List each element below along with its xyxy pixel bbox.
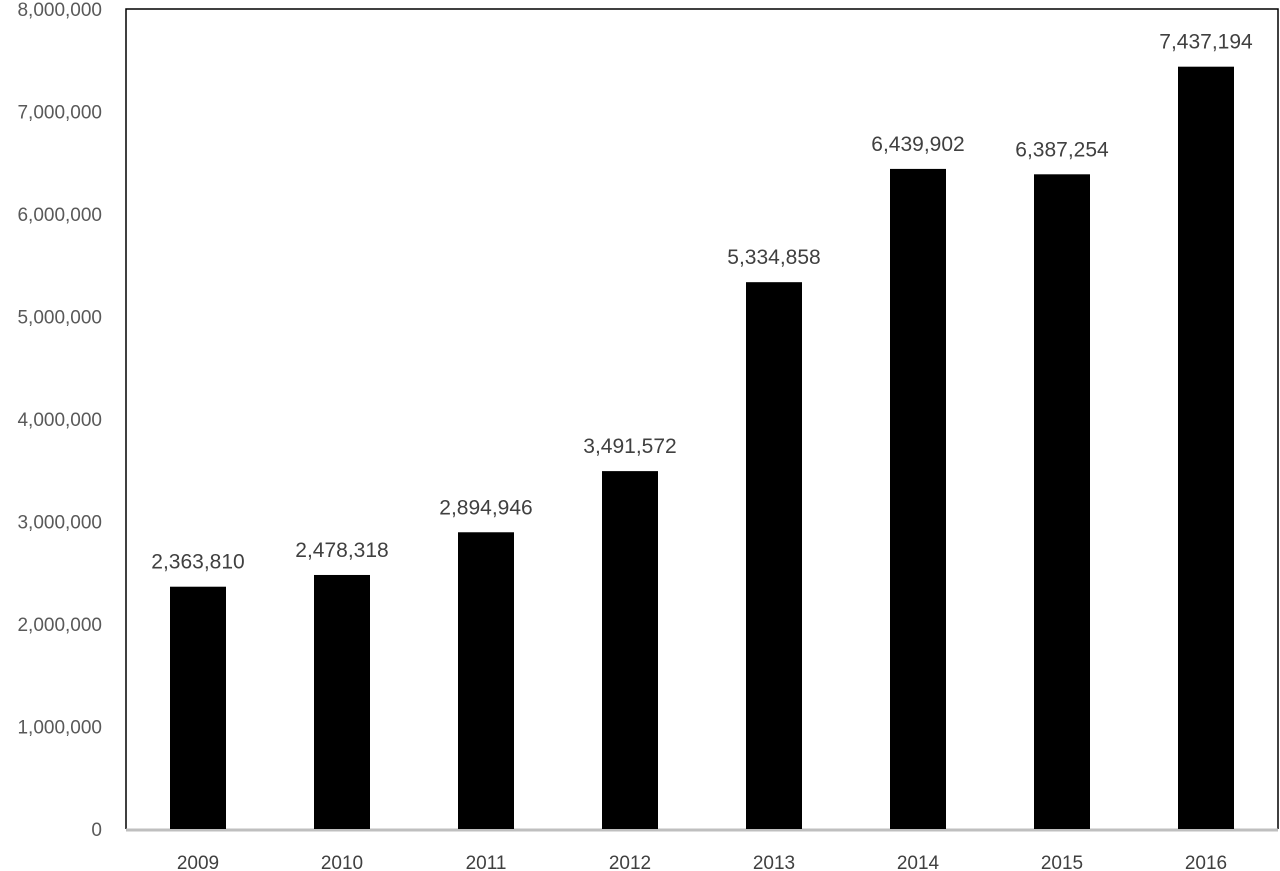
data-label-2015: 6,387,254 (1015, 138, 1109, 161)
y-tick-label: 4,000,000 (17, 410, 102, 431)
x-tick-label-2015: 2015 (1041, 853, 1083, 871)
y-tick-label: 2,000,000 (17, 615, 102, 636)
x-tick-label-2016: 2016 (1185, 853, 1227, 871)
x-tick-label-2010: 2010 (321, 853, 363, 871)
bar-2016 (1178, 66, 1234, 829)
y-tick-label: 8,000,000 (17, 0, 102, 21)
y-tick-label: 1,000,000 (17, 718, 102, 739)
bar-2009 (170, 586, 226, 829)
x-tick-label-2012: 2012 (609, 853, 651, 871)
x-tick-label-2013: 2013 (753, 853, 795, 871)
y-tick-label: 3,000,000 (17, 513, 102, 534)
bar-2010 (314, 574, 370, 829)
plot-frame (125, 8, 1279, 832)
y-tick-label: 7,000,000 (17, 103, 102, 124)
bar-2012 (602, 471, 658, 829)
bar-2015 (1034, 174, 1090, 829)
x-tick-label-2014: 2014 (897, 853, 940, 871)
data-labels: 2,363,810 2,478,318 2,894,946 3,491,572 5,33… (151, 31, 1253, 574)
data-label-2014: 6,439,902 (871, 133, 964, 156)
data-label-2010: 2,478,318 (295, 539, 388, 562)
x-axis-tick-labels: 2009 2010 2011 2012 2013 2014 2015 2016 (177, 853, 1227, 871)
data-label-2013: 5,334,858 (727, 246, 820, 269)
data-label-2011: 2,894,946 (439, 496, 532, 519)
data-label-2016: 7,437,194 (1159, 31, 1253, 54)
plot-border (125, 8, 1279, 829)
y-tick-label: 5,000,000 (17, 308, 102, 329)
bars (170, 66, 1234, 830)
data-label-2009: 2,363,810 (151, 551, 244, 574)
y-tick-label: 0 (91, 820, 102, 841)
x-tick-label-2011: 2011 (466, 853, 507, 871)
bar-2011 (458, 532, 514, 829)
bar-2014 (890, 168, 946, 830)
y-axis-tick-labels: 0 1,000,000 2,000,000 3,000,000 4,000,000 5,0… (17, 0, 102, 841)
data-label-2012: 3,491,572 (583, 435, 676, 458)
bar-2013 (746, 282, 802, 829)
y-tick-label: 6,000,000 (17, 205, 102, 226)
x-tick-label-2009: 2009 (177, 853, 219, 871)
